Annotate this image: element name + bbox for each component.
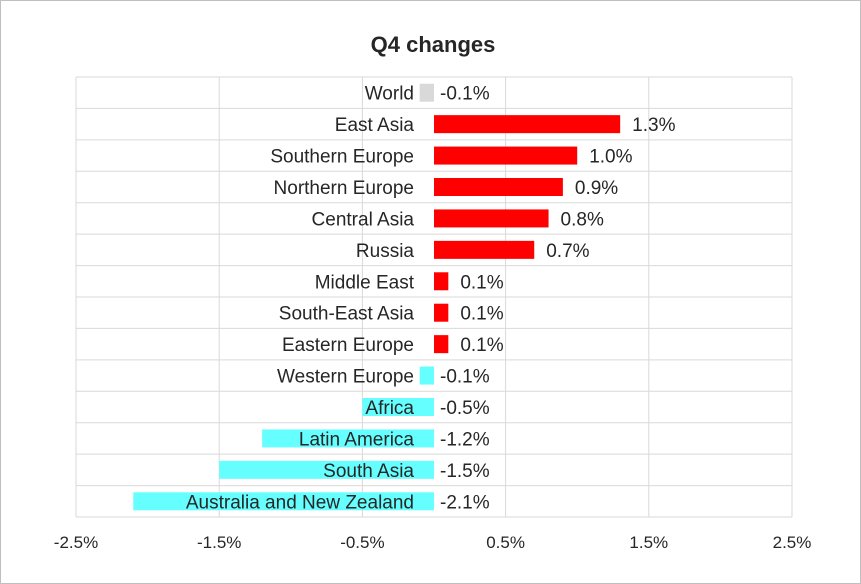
bar (434, 335, 449, 354)
bar (434, 178, 563, 196)
x-tick-label: 0.5% (486, 533, 525, 552)
category-label: Australia and New Zealand (186, 492, 414, 513)
category-label: Eastern Europe (282, 335, 414, 356)
data-label: 0.8% (561, 209, 604, 230)
category-label: East Asia (335, 115, 415, 136)
bar (434, 146, 578, 165)
bar (419, 83, 434, 102)
x-tick-label: 2.5% (773, 533, 812, 552)
category-label: Middle East (315, 272, 415, 293)
data-label: -0.5% (440, 398, 490, 419)
category-label: Central Asia (312, 209, 415, 230)
category-label: Northern Europe (274, 178, 414, 199)
x-tick-label: 1.5% (629, 533, 668, 552)
bar (219, 460, 434, 479)
data-label: -1.5% (440, 461, 490, 482)
bar (434, 115, 621, 134)
category-label: South Asia (323, 461, 414, 482)
category-label: Russia (356, 241, 415, 262)
data-label: -0.1% (440, 367, 490, 388)
bar (434, 272, 449, 291)
bar (419, 366, 434, 385)
gridlines (75, 76, 793, 518)
bar (434, 303, 449, 322)
category-label: Africa (365, 398, 414, 419)
bar (262, 429, 434, 448)
category-label: Western Europe (277, 367, 414, 388)
data-label: -1.2% (440, 429, 490, 450)
x-tick-label: -1.5% (197, 533, 241, 552)
labels: -2.5% -1.5% -0.5% 0.5% 1.5% 2.5% World -0.1% Eas… (54, 84, 812, 552)
x-tick-label: -2.5% (54, 533, 98, 552)
bars (133, 83, 621, 511)
category-label: Southern Europe (270, 147, 414, 168)
data-label: 1.0% (589, 147, 632, 168)
bar (133, 492, 434, 511)
data-label: 0.1% (460, 335, 503, 356)
data-label: 0.1% (460, 304, 503, 325)
data-label: 0.1% (460, 272, 503, 293)
category-label: South-East Asia (279, 304, 415, 325)
data-label: -0.1% (440, 84, 490, 105)
bar (434, 240, 535, 259)
chart-title: Q4 changes (371, 32, 496, 57)
bar (362, 398, 434, 416)
bar (434, 209, 549, 228)
data-label: 0.9% (575, 178, 618, 199)
data-label: -2.1% (440, 492, 490, 513)
x-tick-label: -0.5% (340, 533, 384, 552)
data-label: 1.3% (632, 115, 675, 136)
category-label: Latin America (299, 429, 415, 450)
category-label: World (365, 84, 414, 105)
data-label: 0.7% (546, 241, 589, 262)
